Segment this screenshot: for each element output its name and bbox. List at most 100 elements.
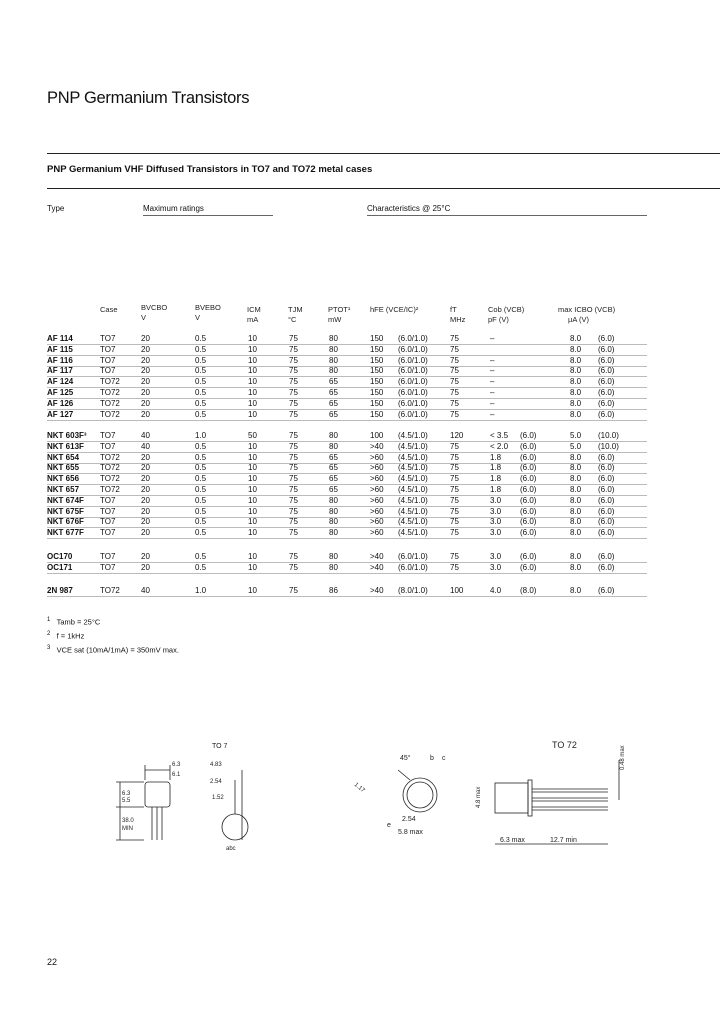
footnote-num: 1 <box>47 617 51 623</box>
cell-hfe: 100 <box>370 431 384 440</box>
cell-ptot: 80 <box>329 552 338 561</box>
cell-icbo: 8.0 <box>570 344 582 354</box>
cell-icbo-vcb: (6.0) <box>598 474 615 484</box>
cell-ft: 75 <box>450 463 459 473</box>
cell-ft: 75 <box>450 552 459 561</box>
cell-icbo: 8.0 <box>570 586 582 595</box>
cell-icbo: 8.0 <box>570 409 582 419</box>
cell-icbo: 8.0 <box>570 474 582 484</box>
cell-hfe: >60 <box>370 517 384 527</box>
cell-icbo-vcb: (6.0) <box>598 334 615 343</box>
cell-type: AF 116 <box>47 355 73 365</box>
cell-ptot: 80 <box>329 528 338 538</box>
dim-label: 6.1 <box>172 772 181 778</box>
cell-hfe: >40 <box>370 586 384 595</box>
cell-tjm: 75 <box>289 552 298 561</box>
row-divider <box>47 527 647 529</box>
cell-vce-ic: (6.0/1.0) <box>398 355 428 365</box>
col-ptot: PTOT¹ mW <box>328 305 350 325</box>
cell-type: NKT 657 <box>47 485 80 494</box>
dim-label: 12.7 min <box>550 837 577 844</box>
row-divider <box>47 354 647 356</box>
cell-icbo-vcb: (6.0) <box>598 528 615 538</box>
cell-ptot: 80 <box>329 441 338 451</box>
col-icbo-unit: µA (V) <box>568 315 589 324</box>
cell-bvebo: 0.5 <box>195 398 207 408</box>
cell-cob: 1.8 <box>490 452 502 462</box>
cell-ft: 75 <box>450 398 459 408</box>
cell-bvebo: 0.5 <box>195 506 207 516</box>
cell-ptot: 80 <box>329 495 338 505</box>
cell-bvcbo: 20 <box>141 528 150 538</box>
cell-hfe: 150 <box>370 377 384 387</box>
cell-vce-ic: (6.0/1.0) <box>398 563 428 572</box>
cell-ft: 75 <box>450 495 459 505</box>
row-divider <box>47 451 647 453</box>
cell-case: TO7 <box>100 528 116 538</box>
cell-icm: 10 <box>248 398 257 408</box>
cell-bvebo: 0.5 <box>195 441 207 451</box>
cell-bvebo: 0.5 <box>195 463 207 473</box>
cell-icbo-vcb: (6.0) <box>598 495 615 505</box>
cell-hfe: >60 <box>370 452 384 462</box>
row-divider <box>47 376 647 378</box>
cell-hfe: >60 <box>370 485 384 494</box>
cell-bvebo: 0.5 <box>195 388 207 397</box>
cell-vce-ic: (4.5/1.0) <box>398 474 428 484</box>
cell-tjm: 75 <box>289 528 298 538</box>
row-divider <box>47 562 647 563</box>
dim-label: 4.8 max <box>476 787 482 808</box>
col-bvebo: BVEBO V <box>195 303 221 323</box>
cell-icbo: 8.0 <box>570 366 582 376</box>
cell-hfe: >60 <box>370 528 384 538</box>
cell-case: TO7 <box>100 344 116 354</box>
cell-cob-vcb: (6.0) <box>520 517 537 527</box>
cell-icm: 10 <box>248 528 257 538</box>
col-icbo-label: max ICBO (VCB) <box>558 305 616 314</box>
cell-bvcbo: 20 <box>141 366 150 376</box>
cell-ft: 75 <box>450 355 459 365</box>
section-subtitle: PNP Germanium VHF Diffused Transistors i… <box>47 164 373 175</box>
col-icm-label: ICM <box>247 305 261 314</box>
cell-tjm: 75 <box>289 431 298 440</box>
cell-icbo-vcb: (10.0) <box>598 441 619 451</box>
cell-type: AF 125 <box>47 388 74 397</box>
cell-ptot: 65 <box>329 409 338 419</box>
cell-bvcbo: 20 <box>141 485 150 494</box>
row-divider <box>47 538 647 540</box>
cell-cob: 3.0 <box>490 552 502 561</box>
divider <box>47 188 720 189</box>
cell-case: TO7 <box>100 366 116 376</box>
cell-bvcbo: 20 <box>141 344 150 354</box>
cell-cob-vcb: (6.0) <box>520 495 537 505</box>
cell-icbo: 8.0 <box>570 355 582 365</box>
dim-label: 4.83 <box>210 762 222 768</box>
cell-bvebo: 0.5 <box>195 409 207 419</box>
cell-bvcbo: 20 <box>141 552 150 561</box>
cell-case: TO72 <box>100 485 120 494</box>
cell-bvebo: 0.5 <box>195 563 207 572</box>
col-bvcbo-label: BVCBO <box>141 303 168 312</box>
cell-vce-ic: (4.5/1.0) <box>398 431 428 440</box>
cell-vce-ic: (4.5/1.0) <box>398 463 428 473</box>
cell-type: AF 127 <box>47 409 74 419</box>
cell-type: NKT 655 <box>47 463 80 473</box>
dim-label: abc <box>226 846 236 852</box>
cell-icm: 10 <box>248 377 257 387</box>
cell-type: NKT 656 <box>47 474 80 484</box>
cell-icbo: 8.0 <box>570 552 582 561</box>
cell-vce-ic: (6.0/1.0) <box>398 366 428 376</box>
cell-tjm: 75 <box>289 506 298 516</box>
cell-case: TO72 <box>100 474 120 484</box>
cell-vce-ic: (6.0/1.0) <box>398 388 428 397</box>
footnote-text: Tamb = 25°C <box>56 617 101 627</box>
cell-hfe: >60 <box>370 495 384 505</box>
cell-vce-ic: (6.0/1.0) <box>398 344 428 354</box>
cell-ft: 75 <box>450 506 459 516</box>
divider <box>143 215 273 216</box>
cell-cob-vcb: (6.0) <box>520 474 537 484</box>
col-cob-label: Cob (VCB) <box>488 305 525 314</box>
cell-ft: 100 <box>450 586 464 595</box>
cell-bvcbo: 20 <box>141 563 150 572</box>
